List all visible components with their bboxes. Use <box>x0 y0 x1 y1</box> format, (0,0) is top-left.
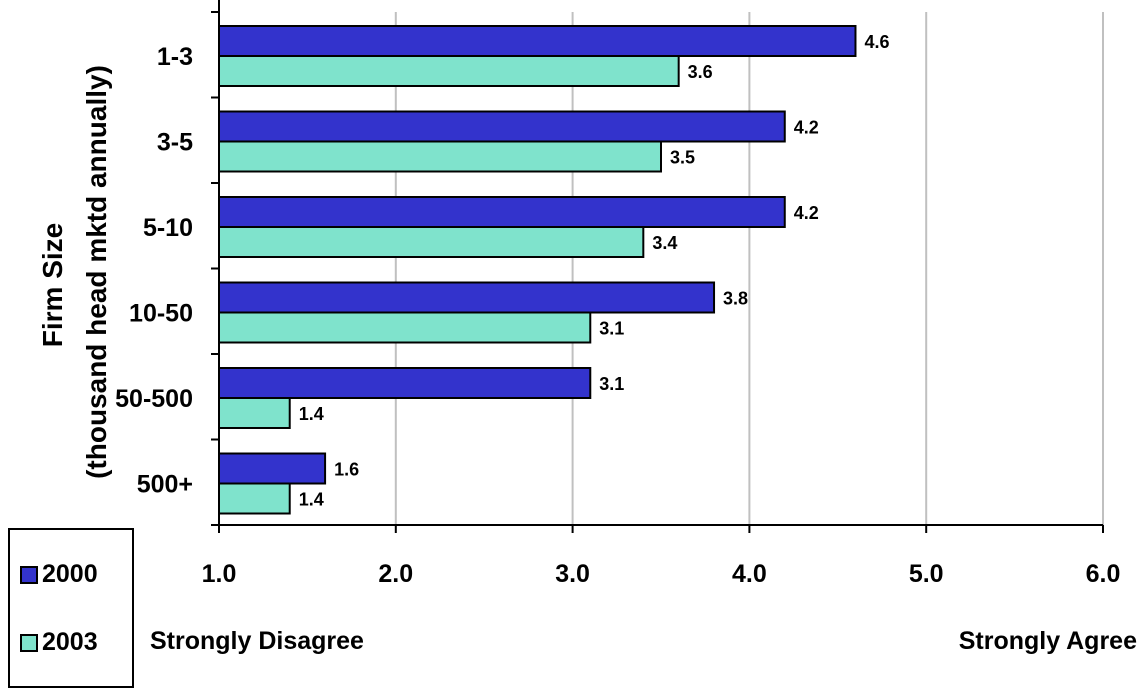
data-label: 3.8 <box>723 289 748 309</box>
x-tick-label: 2.0 <box>378 560 413 588</box>
x-tick-label: 3.0 <box>555 560 590 588</box>
data-label: 1.4 <box>299 404 324 424</box>
y-axis-title-line1: Firm Size <box>37 223 68 347</box>
bar-2000-3-5 <box>218 110 786 143</box>
gridlines <box>394 12 1104 525</box>
x-annotation-left: Strongly Disagree <box>150 627 364 655</box>
data-label: 3.1 <box>599 319 624 339</box>
legend-swatch-2000 <box>20 565 38 584</box>
bar-2003-500+ <box>218 482 291 515</box>
bar-2003-3-5 <box>218 140 662 173</box>
bar-2000-5-10 <box>218 196 786 228</box>
category-label: 50-500 <box>115 385 193 413</box>
data-label: 4.2 <box>794 203 819 223</box>
x-tick-label: 1.0 <box>202 560 237 588</box>
legend-item-2003: 2003 <box>20 628 98 657</box>
x-tick-labels: 1.0 2.0 3.0 4.0 5.0 6.0 <box>202 560 1121 588</box>
category-label: 5-10 <box>143 214 193 242</box>
axes <box>211 0 1104 533</box>
bar-2000-10-50 <box>218 281 716 314</box>
bar-2000-500+ <box>218 452 327 485</box>
data-label: 4.6 <box>864 32 889 52</box>
data-label: 1.6 <box>334 460 359 480</box>
bar-2003-1-3 <box>218 55 680 87</box>
data-label: 1.4 <box>299 490 324 510</box>
bar-2000-1-3 <box>218 25 857 57</box>
data-label: 3.1 <box>599 374 624 394</box>
y-axis-title-line2: (thousand head mktd annually) <box>81 65 112 479</box>
bar-2000-50-500 <box>218 367 592 399</box>
category-label: 500+ <box>137 471 193 499</box>
data-label: 4.2 <box>794 118 819 138</box>
category-label: 3-5 <box>157 129 193 157</box>
x-tick-label: 5.0 <box>909 560 944 588</box>
bar-2003-50-500 <box>218 397 291 429</box>
data-label: 3.4 <box>652 233 677 253</box>
legend: 2000 2003 <box>8 528 134 688</box>
value-labels: 4.6 3.6 4.2 3.5 4.2 3.4 3.8 3.1 3.1 1.4 1.6 1.4 <box>299 32 890 510</box>
bar-2003-5-10 <box>218 226 645 258</box>
bars <box>218 25 857 515</box>
data-label: 3.6 <box>688 62 713 82</box>
category-label: 1-3 <box>157 43 193 71</box>
x-tick-label: 4.0 <box>732 560 767 588</box>
data-label: 3.5 <box>670 148 695 168</box>
legend-label-2000: 2000 <box>42 560 98 588</box>
x-tick-label: 6.0 <box>1086 560 1121 588</box>
category-labels: 1-3 3-5 5-10 10-50 50-500 500+ <box>115 43 193 499</box>
x-annotation-right: Strongly Agree <box>959 627 1137 655</box>
category-label: 10-50 <box>129 300 193 328</box>
legend-swatch-2003 <box>20 633 38 652</box>
bar-2003-10-50 <box>218 311 592 344</box>
legend-item-2000: 2000 <box>20 560 98 589</box>
legend-label-2003: 2003 <box>42 628 98 656</box>
